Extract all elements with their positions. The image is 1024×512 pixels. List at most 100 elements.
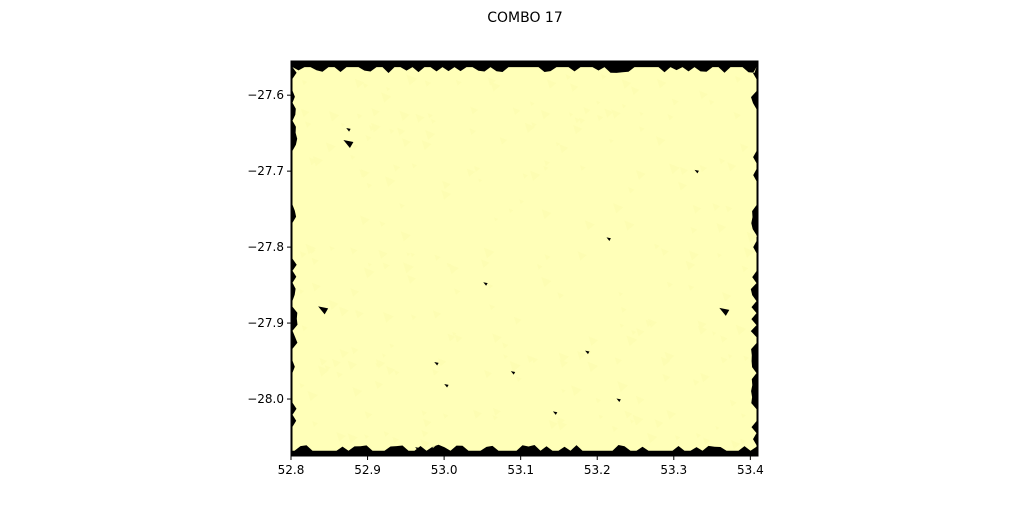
coverage-texture bbox=[667, 114, 674, 121]
coverage-texture bbox=[611, 425, 619, 432]
coverage-texture bbox=[509, 361, 521, 372]
coverage-texture bbox=[350, 154, 356, 160]
coverage-texture bbox=[383, 312, 394, 323]
coverage-texture bbox=[490, 81, 501, 92]
coverage-texture bbox=[646, 432, 658, 444]
coverage-hole bbox=[694, 169, 699, 174]
coverage-texture bbox=[692, 379, 700, 386]
coverage-texture bbox=[319, 358, 328, 366]
coverage-texture bbox=[364, 434, 369, 440]
coverage-texture bbox=[336, 432, 346, 442]
coverage-texture bbox=[529, 101, 535, 107]
coverage-texture bbox=[717, 253, 722, 258]
coverage-texture bbox=[393, 164, 401, 172]
coverage-texture bbox=[438, 358, 447, 367]
coverage-texture bbox=[423, 418, 432, 428]
coverage-texture bbox=[720, 356, 728, 364]
coverage-texture bbox=[573, 124, 583, 135]
coverage-texture bbox=[598, 414, 604, 420]
coverage-texture bbox=[492, 407, 501, 416]
coverage-hole bbox=[415, 447, 420, 451]
coverage-texture bbox=[402, 138, 411, 147]
coverage-texture bbox=[381, 353, 387, 358]
coverage-texture bbox=[708, 99, 715, 106]
coverage-texture bbox=[727, 162, 737, 172]
y-tick-label: −28.0 bbox=[247, 392, 284, 406]
coverage-texture bbox=[311, 282, 321, 292]
coverage-hole bbox=[434, 362, 439, 366]
coverage-texture bbox=[512, 107, 521, 115]
coverage-texture bbox=[350, 247, 358, 255]
coverage-texture bbox=[638, 126, 645, 133]
coverage-texture bbox=[679, 166, 688, 175]
coverage-texture bbox=[639, 111, 644, 117]
coverage-texture bbox=[434, 254, 441, 261]
coverage-texture bbox=[624, 220, 635, 231]
x-tick-label: 53.1 bbox=[507, 463, 534, 477]
coverage-texture bbox=[647, 318, 658, 328]
coverage-texture bbox=[363, 267, 375, 279]
coverage-texture bbox=[628, 187, 635, 194]
coverage-texture bbox=[696, 433, 702, 439]
coverage-texture bbox=[635, 395, 645, 405]
coverage-texture bbox=[715, 426, 720, 431]
coverage-texture bbox=[466, 168, 475, 177]
coverage-hole bbox=[585, 350, 590, 355]
coverage-texture bbox=[336, 371, 343, 379]
coverage-texture bbox=[421, 430, 429, 438]
coverage-texture bbox=[305, 121, 312, 128]
coverage-texture bbox=[516, 376, 522, 382]
coverage-texture bbox=[299, 251, 307, 258]
coverage-texture bbox=[378, 249, 388, 259]
coverage-texture bbox=[626, 335, 638, 347]
coverage-texture bbox=[524, 122, 536, 134]
coverage-texture bbox=[530, 170, 541, 181]
coverage-texture bbox=[484, 370, 493, 379]
coverage-texture bbox=[674, 435, 681, 441]
coverage-texture bbox=[660, 248, 669, 256]
x-axis: 52.8 52.9 53.0 53.1 53.2 53.3 53.4 bbox=[278, 456, 764, 477]
coverage-texture bbox=[632, 414, 644, 426]
coverage-texture bbox=[703, 437, 711, 445]
coverage-texture bbox=[568, 112, 574, 117]
coverage-texture bbox=[364, 411, 373, 419]
coverage-texture bbox=[366, 182, 373, 189]
coverage-texture bbox=[669, 163, 680, 175]
coverage-texture bbox=[630, 86, 640, 95]
coverage-texture bbox=[690, 226, 698, 234]
y-tick-label: −27.7 bbox=[247, 164, 284, 178]
coverage-hole bbox=[318, 306, 329, 315]
coverage-texture bbox=[613, 203, 624, 214]
x-tick-label: 53.2 bbox=[584, 463, 611, 477]
coverage-texture bbox=[487, 283, 494, 289]
coverage-hole bbox=[719, 307, 730, 316]
coverage-texture bbox=[406, 252, 411, 257]
coverage-texture bbox=[734, 75, 742, 83]
coverage-texture bbox=[389, 128, 395, 134]
coverage-texture bbox=[688, 284, 695, 291]
coverage-texture bbox=[729, 399, 737, 407]
coverage-texture bbox=[630, 419, 635, 424]
coverage-texture bbox=[727, 354, 733, 359]
coverage-hole bbox=[552, 411, 558, 415]
x-tick-label: 53.3 bbox=[660, 463, 687, 477]
coverage-texture bbox=[478, 178, 483, 183]
coverage-texture bbox=[577, 251, 587, 261]
coverage-texture bbox=[548, 420, 558, 430]
coverage-texture bbox=[595, 397, 602, 404]
coverage-texture bbox=[480, 259, 490, 268]
coverage-texture bbox=[743, 355, 749, 362]
coverage-texture bbox=[636, 328, 645, 337]
coverage-texture bbox=[740, 438, 746, 445]
coverage-texture bbox=[579, 165, 586, 171]
coverage-texture bbox=[454, 288, 461, 295]
coverage-texture bbox=[645, 319, 654, 328]
y-axis: −27.6 −27.7 −27.8 −27.9 −28.0 bbox=[247, 88, 291, 406]
coverage-texture bbox=[452, 331, 457, 336]
x-tick-label: 53.4 bbox=[737, 463, 764, 477]
chart-title: COMBO 17 bbox=[487, 10, 563, 26]
coverage-texture bbox=[300, 108, 310, 118]
coverage-texture bbox=[394, 370, 400, 376]
coverage-texture bbox=[678, 181, 687, 191]
